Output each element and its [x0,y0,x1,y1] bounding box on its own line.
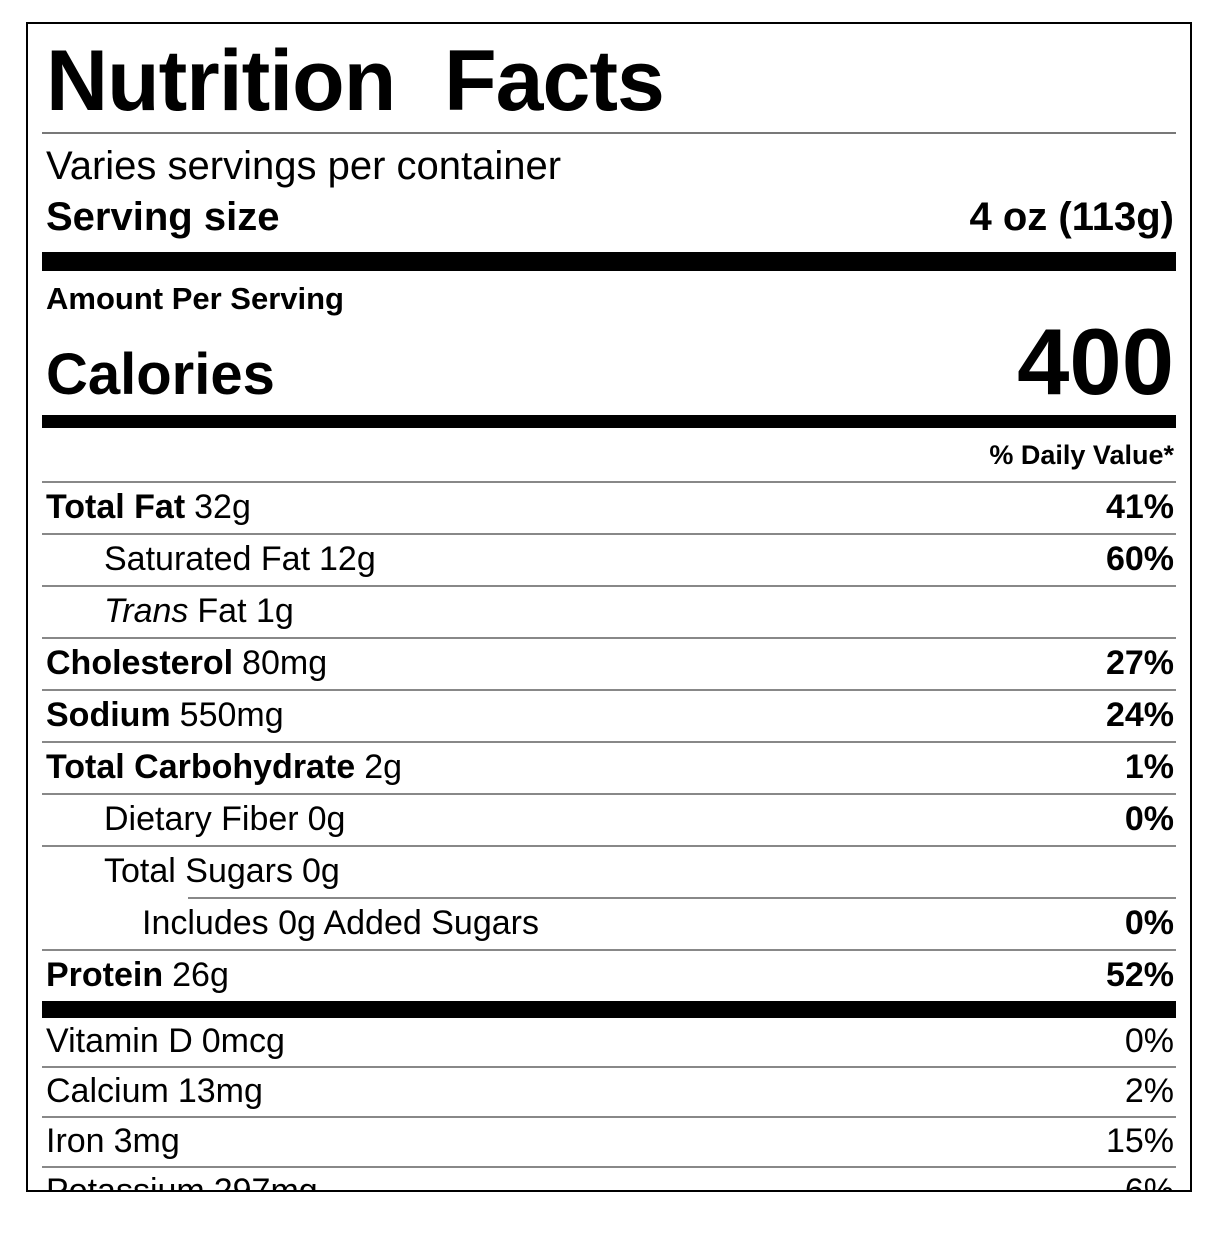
nutrient-row-added-sugars: Includes 0g Added Sugars 0% [42,899,1176,949]
nutrient-row-protein: Protein 26g 52% [42,948,1176,1001]
nutrient-amount: 80mg [242,643,328,682]
vitamin-name: Calcium [46,1071,169,1110]
vitamin-row-iron: Iron 3mg 15% [42,1115,1176,1166]
vitamin-percent: 2% [1124,1071,1174,1110]
vitamin-row-calcium: Calcium 13mg 2% [42,1065,1176,1116]
nutrient-percent: 27% [1105,643,1174,682]
serving-size-row: Serving size 4 oz (113g) [42,191,1176,252]
nutrient-amount: 550mg [179,695,284,734]
vitamin-amount: 3mg [113,1121,180,1160]
nutrient-percent: 1% [1124,747,1174,786]
nutrient-name: Cholesterol [46,643,234,682]
vitamin-name: Iron [46,1121,105,1160]
nutrient-amount: 26g [172,955,229,994]
vitamin-percent: 0% [1124,1021,1174,1060]
nutrient-row-total-carbohydrate: Total Carbohydrate 2g 1% [42,740,1176,793]
daily-value-header: % Daily Value* [989,439,1174,470]
nutrient-percent: 24% [1105,695,1174,734]
amount-per-serving: Amount Per Serving [46,281,344,316]
nutrient-percent: 0% [1124,903,1174,942]
nutrient-percent: 52% [1105,955,1174,994]
nutrient-amount: 0g [307,799,346,838]
nutrient-name: Protein [46,955,164,994]
vitamin-percent: 6% [1124,1171,1174,1192]
nutrient-amount: 12g [319,539,376,578]
vitamin-amount: 0mcg [201,1021,285,1060]
nutrient-percent: 0% [1124,799,1174,838]
nutrient-row-cholesterol: Cholesterol 80mg 27% [42,636,1176,689]
nutrient-name: Total Sugars [104,851,293,890]
nutrient-name: Sodium [46,695,171,734]
medium-divider-bar [42,414,1176,428]
vitamin-percent: 15% [1105,1121,1174,1160]
nutrient-name: Trans [104,591,189,630]
nutrient-amount: 0g [302,851,340,890]
vitamin-amount: 297mg [213,1171,318,1192]
indented-divider [188,896,1176,899]
nutrient-name: Total Fat [46,487,186,526]
calories-label: Calories [46,342,275,407]
vitamin-name: Vitamin D [46,1021,193,1060]
vitamin-row-vitamin-d: Vitamin D 0mcg 0% [42,1018,1176,1066]
nutrient-name: Dietary Fiber [104,799,299,838]
nutrient-row-total-fat: Total Fat 32g 41% [42,480,1176,533]
nutrient-amount: Fat 1g [197,591,294,630]
vitamin-amount: 13mg [177,1071,263,1110]
servings-per-container: Varies servings per container [46,144,562,188]
calories-value: 400 [1017,309,1174,414]
nutrition-facts-label: Nutrition Facts Varies servings per cont… [26,22,1192,1192]
label-title: Nutrition Facts [46,33,665,129]
serving-size-value: 4 oz (113g) [969,195,1174,239]
nutrient-amount: 2g [364,747,403,786]
vitamin-name: Potassium [46,1171,205,1192]
nutrient-name: Total Carbohydrate [46,747,356,786]
calories-row: Calories 400 [42,309,1176,415]
nutrient-row-total-sugars: Total Sugars 0g [42,844,1176,897]
thick-divider-bar [42,1000,1176,1018]
thick-divider-bar [42,252,1176,271]
nutrient-percent: 60% [1105,539,1174,578]
nutrient-percent: 41% [1105,487,1174,526]
nutrient-row-saturated-fat: Saturated Fat 12g 60% [42,532,1176,585]
nutrient-amount: 32g [194,487,251,526]
nutrient-name: Includes 0g Added Sugars [142,903,539,942]
nutrient-row-dietary-fiber: Dietary Fiber 0g 0% [42,792,1176,845]
vitamin-row-potassium: Potassium 297mg 6% [42,1165,1176,1192]
nutrient-row-sodium: Sodium 550mg 24% [42,688,1176,741]
nutrient-row-trans-fat: Trans Fat 1g [42,584,1176,637]
divider [42,132,1176,134]
nutrient-name: Saturated Fat [104,539,311,578]
serving-size-label: Serving size [46,195,280,239]
